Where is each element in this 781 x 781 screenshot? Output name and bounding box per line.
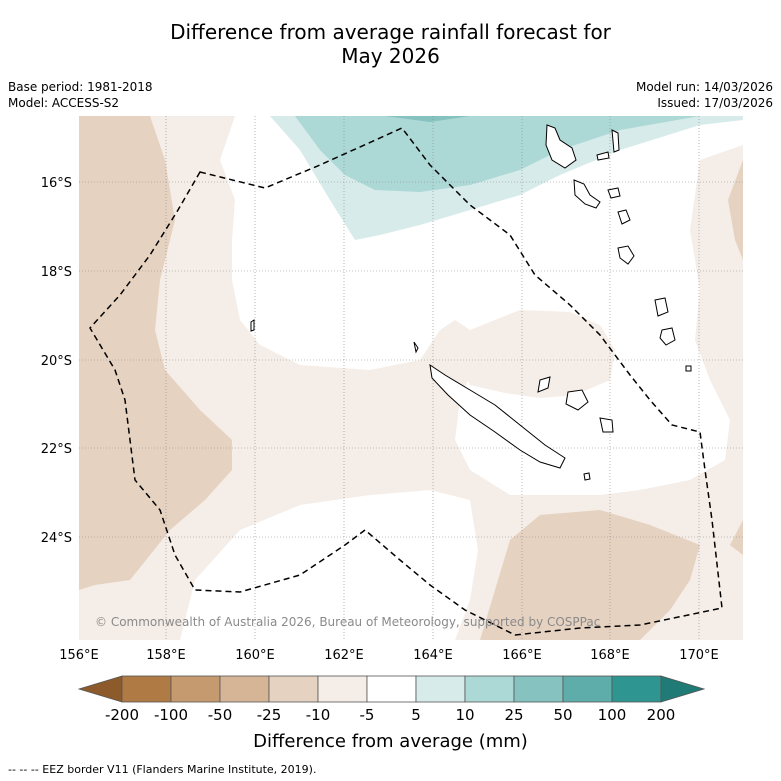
- colorbar-tick-label: 200: [647, 706, 676, 724]
- colorbar-high-extension: [660, 675, 706, 703]
- colorbar-swatch: [219, 675, 270, 703]
- model-name: Model: ACCESS-S2: [8, 96, 120, 110]
- longitude-tick-label: 162°E: [324, 648, 364, 663]
- latitude-labels: 16°S 18°S 20°S 22°S 24°S: [41, 176, 72, 546]
- colorbar-tick-label: 25: [504, 706, 523, 724]
- vanuatu-pentecost: [611, 129, 620, 153]
- colorbar-swatch: [562, 675, 613, 703]
- vanuatu-erromango: [617, 245, 635, 265]
- issued-date: Issued: 17/03/2026: [657, 96, 773, 110]
- colorbar-tick-label: -5: [360, 706, 375, 724]
- colorbar-tick-label: 5: [411, 706, 421, 724]
- anomaly-region-east-dry-2: [730, 520, 743, 555]
- colorbar-tick-label: -50: [208, 706, 233, 724]
- vanuatu-efate: [617, 209, 631, 225]
- map-area: [79, 116, 743, 640]
- coastlines: [250, 124, 692, 481]
- anomaly-region-east-dry: [728, 160, 743, 260]
- anomaly-region-south-dry: [480, 510, 700, 640]
- colorbar-swatch: [366, 675, 417, 703]
- eastern-island-3: [685, 365, 692, 372]
- longitude-labels: 156°E 158°E 160°E 162°E 164°E 166°E 168°E 170°E: [59, 648, 719, 663]
- colorbar-tick-label: -200: [105, 706, 139, 724]
- vanuatu-espiritu-santo: [545, 124, 577, 169]
- longitude-tick-label: 160°E: [235, 648, 275, 663]
- loyalty-island-3: [599, 417, 614, 433]
- base-period: Base period: 1981-2018: [8, 80, 153, 94]
- vanuatu-epi: [607, 187, 621, 199]
- latitude-tick-label: 24°S: [41, 531, 72, 546]
- colorbar-tick-label: 100: [598, 706, 627, 724]
- anomaly-region-south-neutral: [180, 490, 478, 640]
- colorbar-swatch: [170, 675, 221, 703]
- belep-islands: [413, 341, 419, 354]
- copyright-notice: © Commonwealth of Australia 2026, Bureau…: [95, 615, 600, 629]
- colorbar: [77, 675, 706, 703]
- latitude-tick-label: 16°S: [41, 176, 72, 191]
- colorbar-swatch: [513, 675, 564, 703]
- latitude-tick-label: 22°S: [41, 442, 72, 457]
- longitude-tick-label: 156°E: [59, 648, 99, 663]
- map-title: Difference from average rainfall forecas…: [0, 20, 781, 68]
- anomaly-region-central-dry-blob: [458, 310, 615, 398]
- gridlines: [79, 116, 743, 640]
- colorbar-swatch: [611, 675, 662, 703]
- longitude-tick-label: 168°E: [590, 648, 630, 663]
- longitude-tick-label: 166°E: [502, 648, 542, 663]
- meta-right: Model run: 14/03/2026 Issued: 17/03/2026: [636, 79, 773, 111]
- colorbar-tick-label: -25: [257, 706, 282, 724]
- colorbar-swatch: [317, 675, 368, 703]
- new-caledonia-main-island: [429, 363, 566, 469]
- longitude-tick-label: 170°E: [679, 648, 719, 663]
- model-run: Model run: 14/03/2026: [635, 80, 773, 94]
- longitude-tick-label: 158°E: [146, 648, 186, 663]
- chesterfield-reef: [250, 319, 255, 332]
- colorbar-tick-label: 50: [553, 706, 572, 724]
- ile-des-pins: [583, 472, 591, 481]
- title-line-2: May 2026: [341, 44, 440, 68]
- title-line-1: Difference from average rainfall forecas…: [170, 20, 611, 44]
- eez-legend: -- -- -- EEZ border V11 (Flanders Marine…: [8, 763, 317, 776]
- vanuatu-ambae: [596, 151, 610, 161]
- colorbar-low-extension: [77, 675, 123, 703]
- eastern-island-2: [659, 327, 676, 346]
- colorbar-tick-label: -10: [306, 706, 331, 724]
- anomaly-region-north-wet-strong: [385, 116, 470, 122]
- colorbar-tick-label: 10: [455, 706, 474, 724]
- vanuatu-malakula: [573, 179, 601, 209]
- longitude-tick-label: 164°E: [413, 648, 453, 663]
- colorbar-swatch: [415, 675, 466, 703]
- colorbar-swatch: [464, 675, 515, 703]
- loyalty-island-1: [537, 376, 551, 393]
- colorbar-tick-label: -100: [154, 706, 188, 724]
- colorbar-labels: -200 -100 -50 -25 -10 -5 5 10 25 50 100 200: [105, 706, 675, 724]
- anomaly-region-west-dry: [79, 116, 232, 590]
- latitude-tick-label: 20°S: [41, 354, 72, 369]
- colorbar-swatch: [121, 675, 172, 703]
- eastern-island-1: [654, 297, 669, 317]
- colorbar-title: Difference from average (mm): [253, 731, 528, 752]
- anomaly-region-north-wet: [295, 116, 700, 192]
- eez-border: [89, 127, 723, 636]
- latitude-tick-label: 18°S: [41, 265, 72, 280]
- meta-left: Base period: 1981-2018 Model: ACCESS-S2: [8, 79, 153, 111]
- loyalty-island-2: [565, 389, 589, 411]
- colorbar-swatch: [268, 675, 319, 703]
